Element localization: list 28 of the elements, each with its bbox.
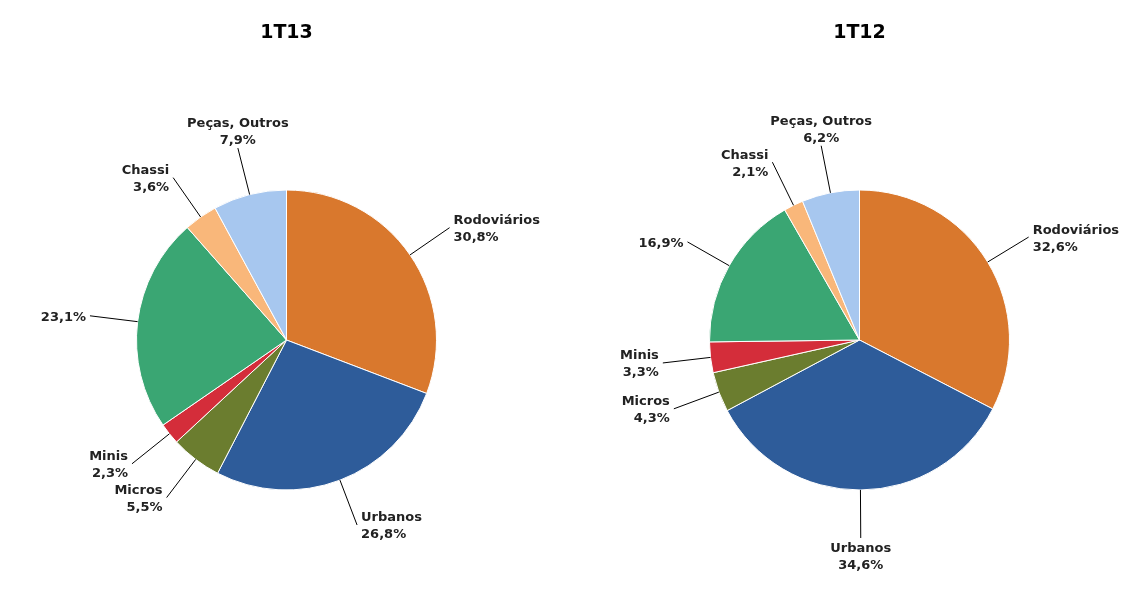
- data-label: 3,6%: [133, 179, 170, 195]
- data-label: 26,8%: [361, 526, 407, 542]
- chart-title: 1T12: [833, 20, 886, 42]
- slice-label: Rodoviários: [453, 212, 541, 228]
- slice-label: Minis: [619, 347, 660, 363]
- chart-title: 1T13: [260, 20, 313, 42]
- data-label: 23,1%: [40, 308, 86, 324]
- slice-label: Urbanos: [361, 509, 423, 525]
- slice-label: Chassi: [121, 162, 170, 178]
- data-label: 32,6%: [1032, 238, 1078, 254]
- slice-label: Urbanos: [830, 540, 892, 555]
- slice-label: Peças, Outros: [770, 112, 873, 128]
- slice-label: Minis: [89, 448, 129, 464]
- data-label: 4,3%: [633, 410, 670, 426]
- data-label: 16,9%: [638, 234, 684, 250]
- data-label: 3,3%: [622, 364, 659, 380]
- slice-label: Micros: [114, 482, 163, 498]
- slice-label: Micros: [621, 393, 671, 409]
- slice-label: Rodoviários: [1032, 221, 1120, 237]
- data-label: 6,2%: [803, 129, 840, 145]
- slice-label: Peças, Outros: [187, 115, 289, 131]
- data-label: 2,1%: [732, 163, 769, 179]
- data-label: 7,9%: [219, 132, 256, 148]
- data-label: 5,5%: [126, 499, 163, 515]
- slice-label: Chassi: [720, 146, 769, 162]
- data-label: 2,3%: [91, 465, 128, 481]
- data-label: 34,6%: [838, 557, 884, 572]
- data-label: 30,8%: [453, 229, 499, 245]
